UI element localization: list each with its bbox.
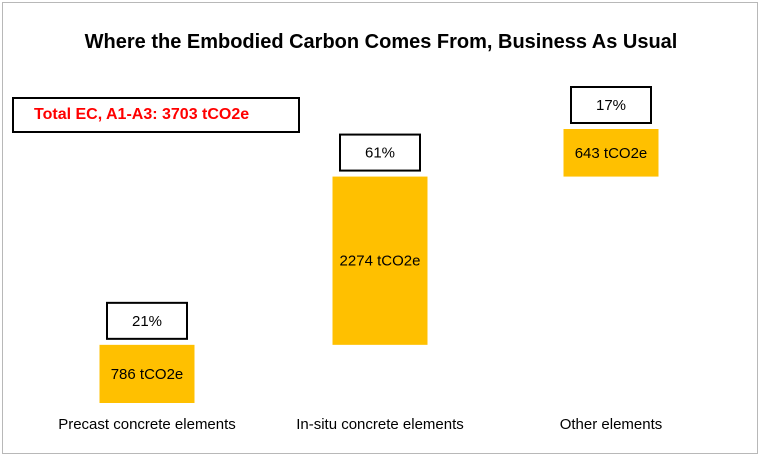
chart-title: Where the Embodied Carbon Comes From, Bu…	[84, 31, 678, 53]
bar-insitu	[332, 176, 428, 345]
category-label-insitu: In-situ concrete elements	[296, 416, 464, 433]
percent-label-precast: 21%	[132, 313, 162, 330]
total-ec-box: Total EC, A1-A3: 3703 tCO2e	[12, 97, 300, 133]
percent-label-other: 17%	[596, 97, 626, 114]
value-label-insitu: 2274 tCO2e	[340, 253, 421, 270]
bar-other	[563, 129, 659, 177]
value-label-other: 643 tCO2e	[575, 145, 648, 162]
bar-precast	[99, 344, 195, 403]
percent-box-insitu	[339, 133, 421, 172]
total-ec-label: Total EC, A1-A3: 3703 tCO2e	[34, 106, 250, 123]
percent-box-precast	[106, 301, 188, 340]
category-label-other: Other elements	[559, 416, 663, 433]
percent-label-insitu: 61%	[365, 145, 395, 162]
value-label-precast: 786 tCO2e	[111, 366, 184, 383]
percent-box-other	[570, 86, 652, 124]
category-label-precast: Precast concrete elements	[58, 416, 236, 433]
